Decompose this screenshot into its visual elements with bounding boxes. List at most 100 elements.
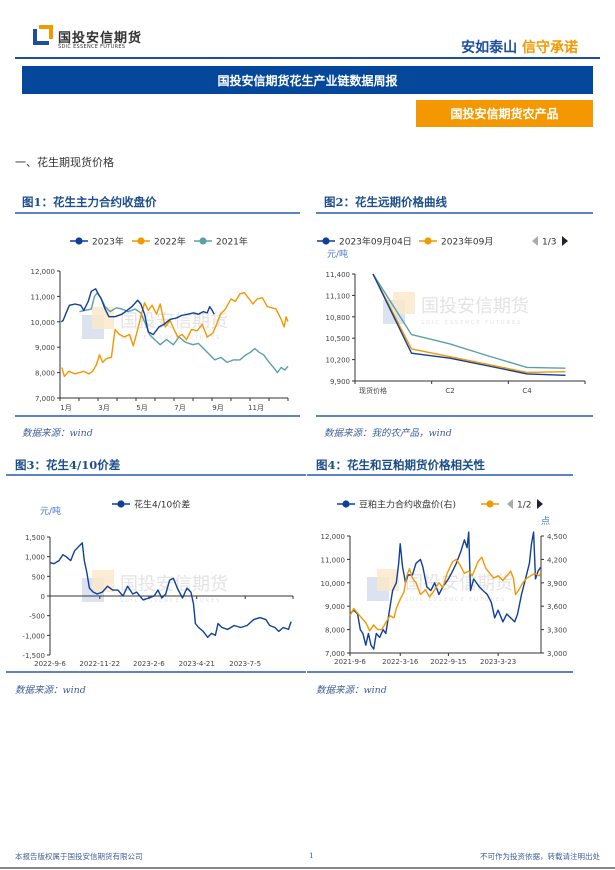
watermark-subtext: SDIC ESSENCE FUTURES — [120, 598, 221, 604]
x-tick-label: 2023-2-6 — [133, 660, 165, 668]
series-line-soymeal — [349, 531, 542, 650]
legend-label: 豆粕主力合约收盘价(右) — [359, 499, 456, 511]
legend-label: 2023年09月04日 — [339, 236, 412, 248]
y-tick-label: 0 — [41, 593, 45, 601]
x-tick-label: 2021-9-6 — [334, 658, 366, 666]
watermark-text: 国投安信期货 — [120, 574, 228, 595]
y-tick-label: 10,000 — [31, 319, 56, 327]
footer-rule — [0, 867, 615, 869]
y-tick-label: 11,000 — [321, 556, 346, 564]
x-tick-label: 3月 — [98, 404, 109, 412]
logo-text: 国投安信期货 — [58, 31, 143, 46]
figure-1-title: 图1：花生主力合约收盘价 — [22, 195, 157, 209]
y-tick-label: -500 — [29, 613, 45, 621]
x-tick-label: 9月 — [212, 404, 223, 412]
footer-copyright: 本报告版权属于国投安信期货有限公司 — [15, 852, 143, 861]
y-tick-label: 500 — [32, 573, 45, 581]
legend-page: 1/2 — [517, 501, 531, 511]
figure-3-bottom-rule — [6, 671, 306, 673]
logo-icon — [33, 25, 53, 45]
y-tick-label: 10,800 — [326, 314, 351, 322]
y-tick-label: 10,000 — [321, 580, 346, 588]
x-tick-label: 2022-11-22 — [79, 660, 120, 668]
y2-tick-label: 3,600 — [547, 603, 567, 611]
x-tick-label: 5月 — [136, 404, 147, 412]
x-tick-label: 现货价格 — [359, 386, 387, 395]
y-tick-label: 9,000 — [325, 603, 345, 611]
watermark-text: 国投安信期货 — [421, 296, 529, 317]
legend-label: 2023年 — [92, 236, 124, 248]
legend-marker — [424, 237, 432, 245]
watermark-logo-icon — [393, 292, 415, 314]
x-tick-label: C4 — [522, 387, 532, 395]
figure-3-source: 数据来源：wind — [15, 685, 86, 696]
y-unit-label: 元/吨 — [40, 505, 61, 517]
y2-tick-label: 4,500 — [547, 533, 567, 541]
figure-1-top-rule — [15, 212, 300, 214]
figure-2-title: 图2：花生远期价格曲线 — [324, 195, 448, 209]
figure-3-title: 图3：花生4/10价差 — [15, 458, 121, 472]
y-tick-label: 8,000 — [325, 627, 345, 635]
x-tick-label: 2023-3-23 — [480, 658, 516, 666]
y-tick-label: 11,100 — [326, 292, 351, 300]
legend-page: 1/3 — [542, 238, 556, 248]
legend-prev-icon — [507, 499, 513, 509]
y-tick-label: 12,000 — [31, 268, 56, 276]
y-tick-label: 7,000 — [325, 650, 345, 658]
legend-next-icon — [537, 499, 543, 509]
series-line-peanut — [349, 556, 542, 632]
chart-2-forward-curve: 国投安信期货 SDIC ESSENCE FUTURES 2023年09月04日 202… — [317, 236, 586, 395]
y-tick-label: 1,000 — [25, 554, 45, 562]
legend-marker — [322, 237, 330, 245]
y-tick-label: 1,500 — [25, 534, 45, 542]
series-line-2023年09月04日 — [372, 273, 566, 376]
slogan-part-2: 信守承诺 — [522, 40, 578, 56]
figure-4-source: 数据来源：wind — [316, 685, 387, 696]
figure-1-source: 数据来源：wind — [22, 428, 93, 439]
x-tick-label: 2022-9-15 — [430, 658, 466, 666]
y-unit-label: 元/吨 — [327, 248, 348, 260]
legend-marker — [342, 500, 350, 508]
x-tick-label: 1月 — [60, 404, 71, 412]
department-banner: 国投安信期货农产品 — [416, 100, 593, 127]
slogan-part-1: 安如泰山 — [461, 40, 518, 56]
y-tick-label: 9,000 — [35, 344, 55, 352]
figure-4-top-rule — [307, 474, 573, 476]
report-title-banner: 国投安信期货花生产业链数据周报 — [22, 66, 593, 94]
y2-tick-label: 3,300 — [547, 627, 567, 635]
series-line-2022年 — [61, 291, 289, 378]
figure-4-title: 图4：花生和豆粕期货价格相关性 — [316, 458, 485, 472]
x-tick-label: 2022-9-6 — [34, 660, 66, 668]
figure-2-bottom-rule — [316, 415, 593, 417]
x-tick-label: 2023-7-5 — [229, 660, 261, 668]
watermark-subtext: SDIC ESSENCE FUTURES — [405, 597, 506, 603]
x-tick-label: 2023-4-21 — [179, 660, 215, 668]
series-line-2021年 — [79, 291, 289, 374]
series-line-2023年09月 — [372, 273, 566, 374]
series-line-spread — [49, 542, 292, 639]
figure-4-bottom-rule — [307, 671, 573, 673]
watermark-logo-icon — [92, 307, 114, 329]
header-divider — [15, 57, 600, 59]
legend-label: 花生4/10价差 — [134, 499, 190, 511]
y2-tick-label: 4,200 — [547, 556, 567, 564]
legend-marker — [199, 237, 207, 245]
figure-3-top-rule — [6, 474, 306, 476]
x-tick-label: 2022-3-16 — [382, 658, 419, 666]
slogan: 安如泰山 信守承诺 — [461, 37, 578, 57]
x-tick-label: 11月 — [248, 404, 264, 412]
x-tick-label: 7月 — [174, 404, 185, 412]
legend-next-icon — [562, 236, 568, 246]
y-tick-label: 11,400 — [326, 271, 351, 279]
figure-1-bottom-rule — [15, 415, 300, 417]
y-tick-label: -1,500 — [22, 652, 45, 660]
watermark-logo-icon — [377, 569, 399, 591]
y-tick-label: 8,000 — [35, 370, 55, 378]
legend-marker — [75, 237, 83, 245]
y-tick-label: 7,000 — [35, 395, 55, 403]
legend-label: 2022年 — [154, 236, 186, 248]
legend-label: 2021年 — [216, 236, 248, 248]
section-heading: 一、花生期现货价格 — [15, 156, 114, 169]
